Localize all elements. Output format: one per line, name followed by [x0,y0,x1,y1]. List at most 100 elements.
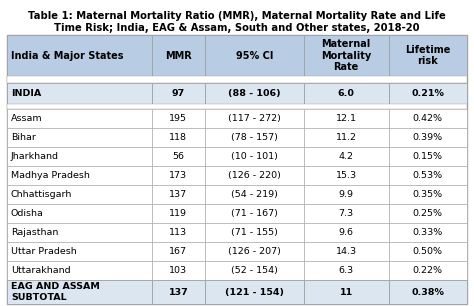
Bar [304,261,389,280]
Text: (117 - 272): (117 - 272) [228,114,281,123]
Text: 0.53%: 0.53% [413,171,443,180]
Text: 0.42%: 0.42% [413,114,443,123]
Bar [304,185,389,204]
Bar [389,128,467,147]
Bar [152,223,205,242]
Bar [205,83,304,104]
Text: 103: 103 [169,266,187,274]
Bar [7,204,152,223]
Text: Time Risk; India, EAG & Assam, South and Other states, 2018-20: Time Risk; India, EAG & Assam, South and… [54,23,420,33]
Bar [389,242,467,261]
Text: Lifetime
risk: Lifetime risk [405,45,450,66]
Bar [389,147,467,166]
Bar [304,110,389,128]
Bar [152,280,205,304]
Text: 119: 119 [169,209,187,218]
Bar [7,242,152,261]
Text: 95% CI: 95% CI [236,50,273,61]
Bar [205,110,304,128]
Text: 12.1: 12.1 [336,114,357,123]
Bar [389,204,467,223]
Bar [205,147,304,166]
Text: (54 - 219): (54 - 219) [231,190,278,199]
Text: 0.22%: 0.22% [413,266,443,274]
Bar [7,280,152,304]
Text: India & Major States: India & Major States [11,50,123,61]
Text: 118: 118 [169,133,187,142]
Bar [7,185,152,204]
Bar [304,280,389,304]
Text: 195: 195 [169,114,187,123]
Bar [152,128,205,147]
Bar [152,166,205,185]
Text: Chhattisgarh: Chhattisgarh [11,190,72,199]
Bar [389,35,467,76]
Text: 7.3: 7.3 [338,209,354,218]
Bar [152,204,205,223]
Bar [7,147,152,166]
Text: EAG AND ASSAM
SUBTOTAL: EAG AND ASSAM SUBTOTAL [11,282,100,302]
Text: 6.0: 6.0 [338,89,355,98]
Text: 0.25%: 0.25% [413,209,443,218]
Text: 4.2: 4.2 [339,152,354,161]
Bar [152,242,205,261]
Bar [389,223,467,242]
Bar [205,204,304,223]
Bar [205,185,304,204]
Bar [205,128,304,147]
Text: Rajasthan: Rajasthan [11,228,58,237]
Bar [7,83,152,104]
Bar [152,147,205,166]
Text: INDIA: INDIA [11,89,41,98]
Bar [205,261,304,280]
Bar [7,35,467,304]
Text: (88 - 106): (88 - 106) [228,89,281,98]
Text: (126 - 220): (126 - 220) [228,171,281,180]
Bar [304,147,389,166]
Bar [7,76,467,83]
Bar [389,185,467,204]
Text: 11.2: 11.2 [336,133,357,142]
Bar [152,110,205,128]
Text: 173: 173 [169,171,187,180]
Bar [205,242,304,261]
Bar [7,128,152,147]
Bar [304,166,389,185]
Bar [205,280,304,304]
Bar [7,104,467,110]
Text: 11: 11 [339,288,353,297]
Bar [304,242,389,261]
Text: 0.39%: 0.39% [413,133,443,142]
Bar [389,280,467,304]
Text: Bihar: Bihar [11,133,36,142]
Text: 9.9: 9.9 [339,190,354,199]
Text: 0.15%: 0.15% [413,152,443,161]
Bar [389,166,467,185]
Bar [304,128,389,147]
Text: 9.6: 9.6 [339,228,354,237]
Text: Assam: Assam [11,114,43,123]
Text: (52 - 154): (52 - 154) [231,266,278,274]
Text: (78 - 157): (78 - 157) [231,133,278,142]
Bar [152,185,205,204]
Bar [205,166,304,185]
Text: 113: 113 [169,228,187,237]
Text: MMR: MMR [165,50,192,61]
Bar [205,223,304,242]
Text: Uttarakhand: Uttarakhand [11,266,71,274]
Bar [304,35,389,76]
Bar [389,83,467,104]
Bar [389,110,467,128]
Text: 14.3: 14.3 [336,247,357,256]
Text: 167: 167 [169,247,187,256]
Bar [389,261,467,280]
Bar [7,110,152,128]
Text: 6.3: 6.3 [338,266,354,274]
Text: Uttar Pradesh: Uttar Pradesh [11,247,77,256]
Text: 0.35%: 0.35% [413,190,443,199]
Text: Madhya Pradesh: Madhya Pradesh [11,171,90,180]
Bar [7,35,152,76]
Bar [152,83,205,104]
Bar [7,166,152,185]
Bar [7,223,152,242]
